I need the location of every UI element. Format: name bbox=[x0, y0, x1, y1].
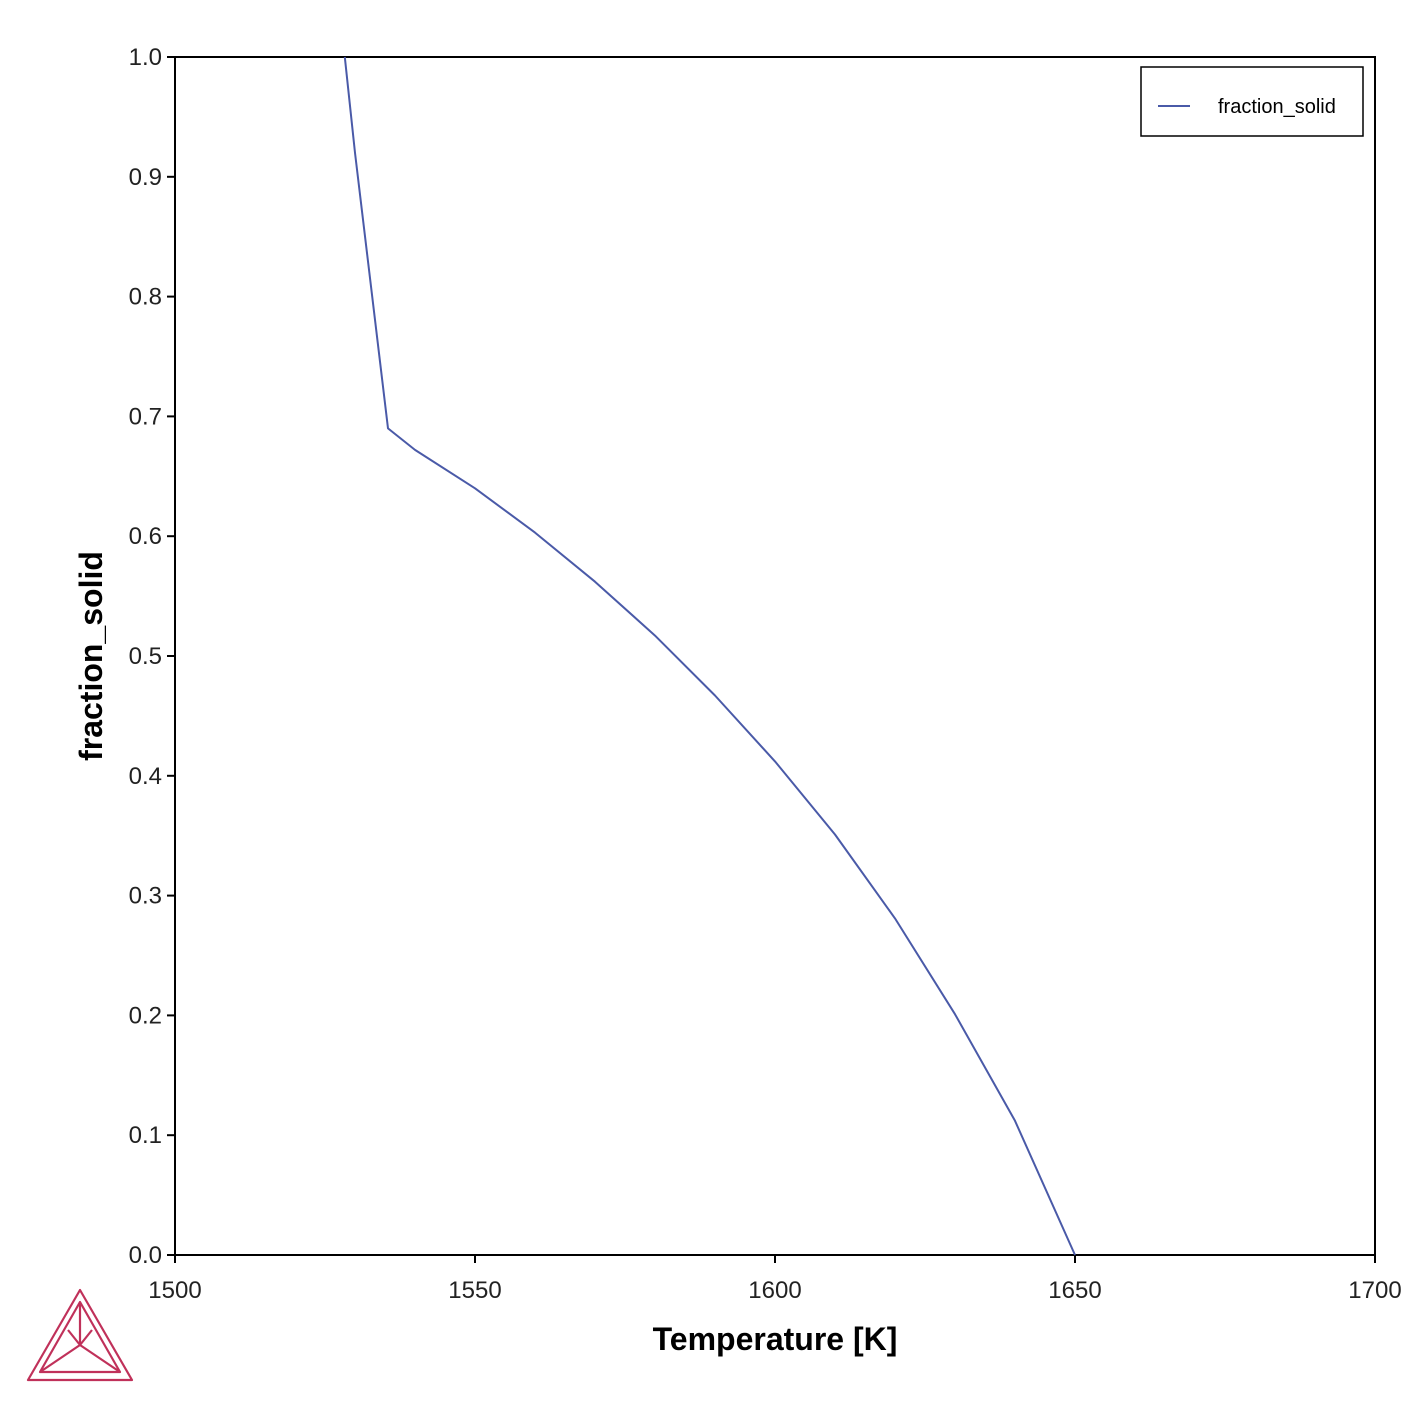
series-line-fraction_solid bbox=[343, 56, 1076, 1256]
thermo-calc-logo bbox=[26, 1288, 134, 1382]
x-tick-label: 1700 bbox=[1348, 1277, 1401, 1304]
y-tick-label: 0.4 bbox=[129, 763, 162, 790]
y-tick-label: 0.9 bbox=[129, 164, 162, 191]
y-tick-label: 1.0 bbox=[129, 44, 162, 71]
legend-label: fraction_solid bbox=[1218, 96, 1336, 118]
plot-area bbox=[174, 56, 1376, 1256]
series-layer bbox=[343, 56, 1076, 1256]
y-tick-label: 0.3 bbox=[129, 883, 162, 910]
y-tick-label: 0.7 bbox=[129, 403, 162, 430]
y-tick-label: 0.5 bbox=[129, 643, 162, 670]
x-axis: 1500 1550 1600 1650 1700 bbox=[148, 1255, 1402, 1304]
y-tick-label: 0.6 bbox=[129, 523, 162, 550]
x-tick-label: 1550 bbox=[448, 1277, 501, 1304]
y-axis-title: fraction_solid bbox=[73, 551, 109, 761]
y-tick-label: 0.8 bbox=[129, 284, 162, 311]
y-tick-label: 0.2 bbox=[129, 1002, 162, 1029]
x-axis-title: Temperature [K] bbox=[653, 1321, 898, 1357]
x-tick-label: 1600 bbox=[748, 1277, 801, 1304]
legend: fraction_solid bbox=[1140, 66, 1364, 137]
y-axis: 0.0 0.1 0.2 0.3 0.4 0.5 0.6 0.7 0.8 0.9 1.0 bbox=[129, 44, 175, 1269]
x-tick-label: 1650 bbox=[1048, 1277, 1101, 1304]
y-tick-label: 0.1 bbox=[129, 1122, 162, 1149]
y-tick-label: 0.0 bbox=[129, 1242, 162, 1269]
legend-box bbox=[1140, 66, 1364, 137]
x-tick-label: 1500 bbox=[148, 1277, 201, 1304]
